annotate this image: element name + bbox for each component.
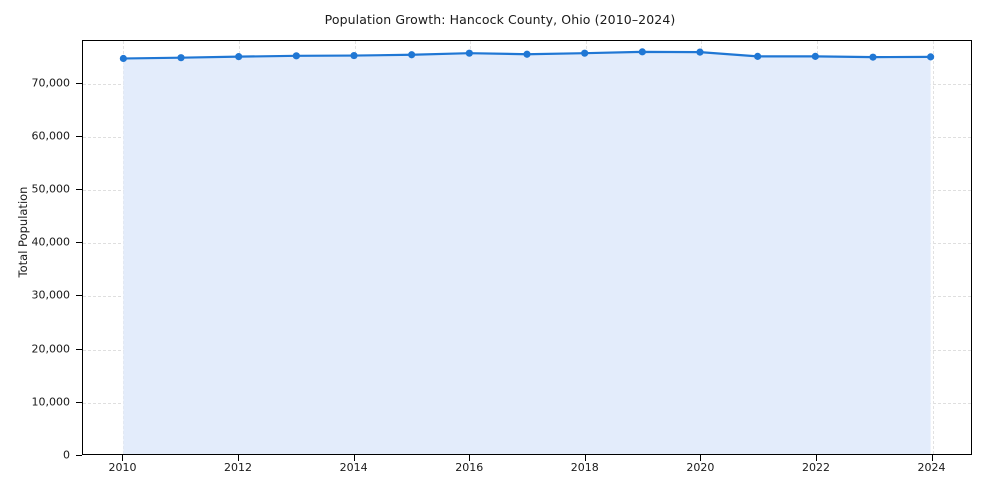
data-point-marker[interactable]: [754, 52, 762, 60]
y-tick-label: 0: [63, 448, 70, 462]
x-tick-mark: [931, 455, 933, 461]
x-tick-label: 2012: [224, 461, 253, 474]
data-point-marker[interactable]: [350, 51, 358, 60]
gridline-vertical: [932, 41, 934, 454]
y-tick-label: 10,000: [31, 395, 71, 409]
x-tick-label: 2014: [339, 461, 368, 474]
chart-title: Population Growth: Hancock County, Ohio …: [324, 12, 676, 27]
data-point-marker[interactable]: [119, 54, 127, 63]
y-axis-label: Total Population: [16, 186, 30, 278]
data-point-marker[interactable]: [408, 51, 416, 59]
x-tick-label: 2010: [108, 461, 137, 474]
y-tick-mark: [76, 82, 82, 84]
y-tick-label: 30,000: [31, 288, 71, 302]
x-tick-mark: [353, 455, 355, 461]
data-point-marker[interactable]: [581, 49, 589, 57]
y-tick-mark: [76, 188, 82, 190]
x-tick-mark: [815, 455, 817, 461]
y-tick-mark: [76, 401, 82, 403]
data-point-marker[interactable]: [638, 48, 646, 56]
area-fill-path: [123, 51, 931, 454]
data-point-marker[interactable]: [465, 49, 473, 57]
data-point-marker[interactable]: [177, 54, 185, 62]
plot-area: [82, 40, 972, 455]
y-tick-mark: [76, 295, 82, 297]
data-point-marker[interactable]: [927, 53, 935, 61]
x-tick-mark: [469, 455, 471, 461]
x-tick-mark: [700, 455, 702, 461]
y-tick-label: 50,000: [31, 182, 71, 196]
y-tick-mark: [76, 348, 82, 350]
x-tick-mark: [238, 455, 240, 461]
y-tick-label: 40,000: [31, 235, 71, 249]
x-tick-label: 2022: [801, 461, 830, 474]
x-tick-label: 2016: [455, 461, 484, 474]
data-point-marker[interactable]: [523, 50, 531, 58]
y-tick-label: 60,000: [31, 129, 71, 143]
y-tick-mark: [76, 455, 82, 456]
data-point-marker[interactable]: [235, 53, 243, 61]
x-tick-mark: [122, 455, 124, 461]
data-point-marker[interactable]: [696, 48, 704, 56]
data-point-marker[interactable]: [869, 53, 877, 61]
data-line-series: [119, 48, 935, 63]
data-point-marker[interactable]: [811, 52, 819, 60]
y-tick-label: 20,000: [31, 342, 71, 356]
y-tick-label: 70,000: [31, 76, 71, 90]
data-point-marker[interactable]: [292, 52, 300, 60]
x-tick-label: 2020: [686, 461, 715, 474]
area-fill: [123, 51, 931, 454]
x-tick-label: 2024: [917, 461, 946, 474]
y-tick-mark: [76, 135, 82, 137]
x-tick-mark: [584, 455, 586, 461]
x-tick-label: 2018: [570, 461, 599, 474]
y-axis-tick-labels: 0 10,000 20,000 30,000 40,000 50,000 60,000 70,…: [0, 0, 82, 500]
y-tick-mark: [76, 242, 82, 244]
